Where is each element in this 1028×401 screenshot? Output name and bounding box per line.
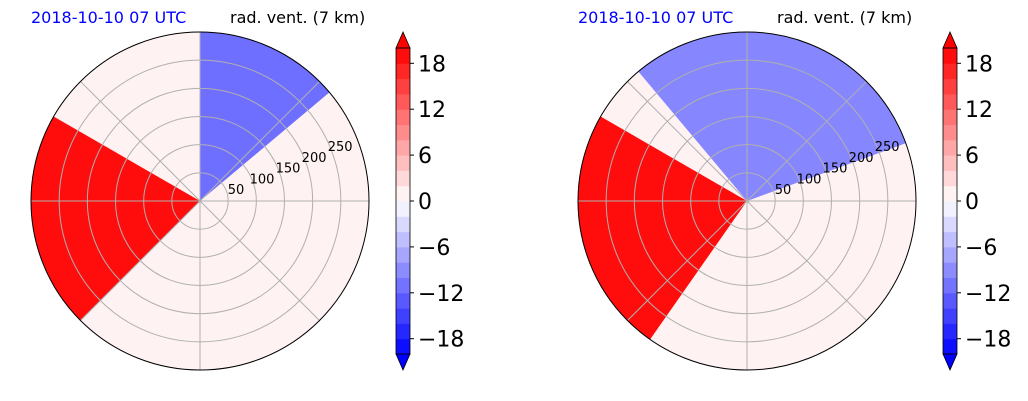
colorbar-bin: [396, 139, 410, 156]
colorbar-bin: [943, 48, 957, 64]
colorbar-bin: [396, 216, 410, 233]
radial-tick-label: 100: [250, 172, 275, 187]
colorbar-bin: [943, 109, 957, 125]
colorbar-bin: [943, 63, 957, 80]
colorbar-bin: [396, 185, 410, 202]
azimuth-spoke: [80, 81, 201, 202]
colorbar-bin: [396, 48, 410, 64]
radial-tick-label: 200: [302, 151, 327, 166]
colorbar-bin: [943, 155, 957, 171]
azimuth-spoke: [627, 200, 748, 321]
colorbar-tick-label: 12: [418, 98, 446, 123]
colorbar-bin: [396, 246, 410, 263]
colorbar-bin: [943, 277, 957, 294]
radial-tick-label: 250: [875, 140, 900, 155]
radar-panel-left: 2018-10-10 07 UTC rad. vent. (7 km) 50 10…: [30, 8, 464, 371]
negative-velocity-region: [632, 32, 914, 201]
colorbar-bin: [943, 231, 957, 248]
colorbar-bin: [943, 338, 957, 355]
colorbar-bin: [396, 63, 410, 80]
colorbar-bin: [396, 109, 410, 125]
azimuth-spoke: [199, 200, 320, 321]
radial-tick-label: 150: [823, 162, 848, 177]
colorbar-bin: [396, 155, 410, 171]
azimuth-spoke: [746, 81, 867, 202]
radial-tick-label: 100: [797, 172, 822, 187]
colorbar-bin: [943, 246, 957, 263]
colorbar-bin: [396, 78, 410, 95]
radial-tick-label: 250: [328, 140, 353, 155]
plot-boundary: [577, 31, 917, 371]
panel-title-left: 2018-10-10 07 UTC: [31, 8, 187, 27]
colorbar-tick-label: −12: [418, 282, 464, 307]
colorbar-bin: [943, 124, 957, 141]
colorbar-bin: [943, 216, 957, 233]
colorbar-bin: [396, 292, 410, 309]
radial-tick-label: 50: [228, 183, 245, 198]
colorbar-tick-label: −12: [965, 282, 1011, 307]
colorbar-bin: [396, 277, 410, 294]
colorbar-bin: [943, 78, 957, 95]
colorbar-bin: [396, 124, 410, 141]
colorbar-tick-label: 18: [418, 52, 446, 77]
colorbar-extend-min: [395, 353, 411, 371]
colorbar-bin: [396, 231, 410, 248]
positive-velocity-region: [578, 112, 747, 347]
radial-tick-label: 50: [775, 183, 792, 198]
colorbar-bin: [396, 93, 410, 110]
negative-velocity-region: [200, 32, 336, 201]
radial-tick-label: 200: [849, 151, 874, 166]
colorbar-bin: [943, 201, 957, 217]
colorbar-bin: [396, 308, 410, 324]
colorbar-tick-label: −6: [418, 236, 450, 261]
colorbar-extend-min: [942, 353, 958, 371]
colorbar-bin: [396, 170, 410, 187]
radar-panel-right: 2018-10-10 07 UTC rad. vent. (7 km) 50 10…: [547, 0, 1028, 401]
colorbar-bin: [943, 170, 957, 187]
colorbar-tick-label: 6: [965, 144, 979, 169]
colorbar-bin: [943, 292, 957, 309]
colorbar-extend-max: [395, 31, 411, 49]
colorbar-tick-label: 6: [418, 144, 432, 169]
colorbar-bin: [396, 323, 410, 340]
colorbar-bin: [943, 185, 957, 202]
colorbar-tick-label: 0: [418, 190, 432, 215]
colorbar-bin: [943, 93, 957, 110]
panel-title-right: rad. vent. (7 km): [230, 8, 366, 27]
colorbar: 18 12 6 0 −6 −12 −18: [942, 31, 1011, 371]
colorbar-bin: [943, 308, 957, 324]
colorbar-bin: [943, 323, 957, 340]
colorbar-tick-label: 18: [965, 52, 993, 77]
colorbar-tick-label: −18: [418, 328, 464, 353]
colorbar: 18 12 6 0 −6 −12 −18: [395, 31, 464, 371]
azimuth-spoke: [80, 200, 201, 321]
colorbar-tick-label: −6: [965, 236, 997, 261]
colorbar-tick-label: 0: [965, 190, 979, 215]
colorbar-bin: [396, 262, 410, 278]
colorbar-extend-max: [942, 31, 958, 49]
colorbar-bin: [396, 338, 410, 355]
colorbar-tick-label: 12: [965, 98, 993, 123]
positive-velocity-region: [31, 112, 200, 327]
colorbar-bin: [943, 262, 957, 278]
colorbar-bin: [396, 201, 410, 217]
plot-boundary: [30, 31, 370, 371]
azimuth-spoke: [199, 81, 320, 202]
azimuth-spoke: [627, 81, 748, 202]
radial-tick-label: 150: [276, 162, 301, 177]
panel-title-left: 2018-10-10 07 UTC: [578, 8, 734, 27]
azimuth-spoke: [746, 200, 867, 321]
panel-title-right: rad. vent. (7 km): [777, 8, 913, 27]
colorbar-tick-label: −18: [965, 328, 1011, 353]
colorbar-bin: [943, 139, 957, 156]
